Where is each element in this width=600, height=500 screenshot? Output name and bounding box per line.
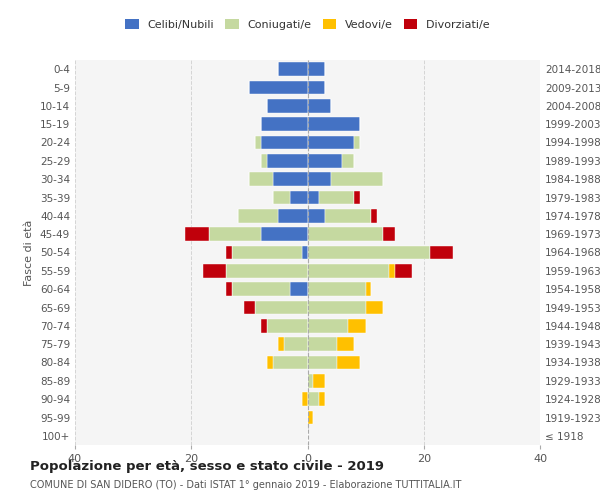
- Bar: [261, 154, 267, 168]
- Bar: [255, 136, 261, 149]
- Bar: [308, 410, 313, 424]
- Bar: [226, 246, 232, 260]
- Bar: [331, 172, 383, 186]
- Bar: [267, 319, 308, 332]
- Bar: [267, 154, 308, 168]
- Bar: [209, 228, 261, 241]
- Bar: [308, 246, 430, 260]
- Bar: [308, 356, 337, 370]
- Bar: [308, 99, 331, 112]
- Bar: [261, 136, 308, 149]
- Bar: [278, 209, 308, 222]
- Y-axis label: Fasce di età: Fasce di età: [25, 220, 34, 286]
- Bar: [255, 300, 308, 314]
- Bar: [319, 392, 325, 406]
- Bar: [354, 136, 360, 149]
- Bar: [261, 319, 267, 332]
- Bar: [395, 264, 412, 278]
- Bar: [308, 154, 343, 168]
- Bar: [308, 190, 319, 204]
- Bar: [308, 136, 354, 149]
- Bar: [354, 190, 360, 204]
- Bar: [383, 228, 395, 241]
- Bar: [308, 338, 337, 351]
- Bar: [284, 338, 308, 351]
- Bar: [365, 300, 383, 314]
- Bar: [261, 228, 308, 241]
- Bar: [308, 228, 383, 241]
- Text: Popolazione per età, sesso e stato civile - 2019: Popolazione per età, sesso e stato civil…: [30, 460, 384, 473]
- Bar: [278, 338, 284, 351]
- Bar: [337, 356, 360, 370]
- Bar: [238, 209, 278, 222]
- Bar: [319, 190, 354, 204]
- Bar: [308, 300, 365, 314]
- Bar: [244, 300, 255, 314]
- Legend: Celibi/Nubili, Coniugati/e, Vedovi/e, Divor​ziati/e: Celibi/Nubili, Coniugati/e, Vedovi/e, Di…: [122, 16, 493, 33]
- Bar: [371, 209, 377, 222]
- Bar: [308, 392, 319, 406]
- Bar: [250, 172, 272, 186]
- Bar: [226, 282, 232, 296]
- Bar: [261, 118, 308, 131]
- Bar: [203, 264, 226, 278]
- Bar: [232, 282, 290, 296]
- Bar: [313, 374, 325, 388]
- Bar: [389, 264, 395, 278]
- Bar: [308, 282, 365, 296]
- Bar: [272, 356, 308, 370]
- Bar: [267, 99, 308, 112]
- Bar: [267, 356, 272, 370]
- Bar: [325, 209, 371, 222]
- Bar: [308, 319, 348, 332]
- Bar: [185, 228, 209, 241]
- Bar: [365, 282, 371, 296]
- Bar: [308, 209, 325, 222]
- Bar: [308, 62, 325, 76]
- Text: COMUNE DI SAN DIDERO (TO) - Dati ISTAT 1° gennaio 2019 - Elaborazione TUTTITALIA: COMUNE DI SAN DIDERO (TO) - Dati ISTAT 1…: [30, 480, 461, 490]
- Bar: [308, 264, 389, 278]
- Bar: [308, 118, 360, 131]
- Bar: [430, 246, 453, 260]
- Bar: [272, 172, 308, 186]
- Bar: [337, 338, 354, 351]
- Bar: [272, 190, 290, 204]
- Bar: [308, 374, 313, 388]
- Bar: [290, 190, 308, 204]
- Bar: [308, 80, 325, 94]
- Bar: [232, 246, 302, 260]
- Bar: [290, 282, 308, 296]
- Bar: [308, 172, 331, 186]
- Bar: [278, 62, 308, 76]
- Bar: [302, 246, 308, 260]
- Bar: [343, 154, 354, 168]
- Bar: [250, 80, 308, 94]
- Bar: [348, 319, 365, 332]
- Bar: [302, 392, 308, 406]
- Bar: [226, 264, 308, 278]
